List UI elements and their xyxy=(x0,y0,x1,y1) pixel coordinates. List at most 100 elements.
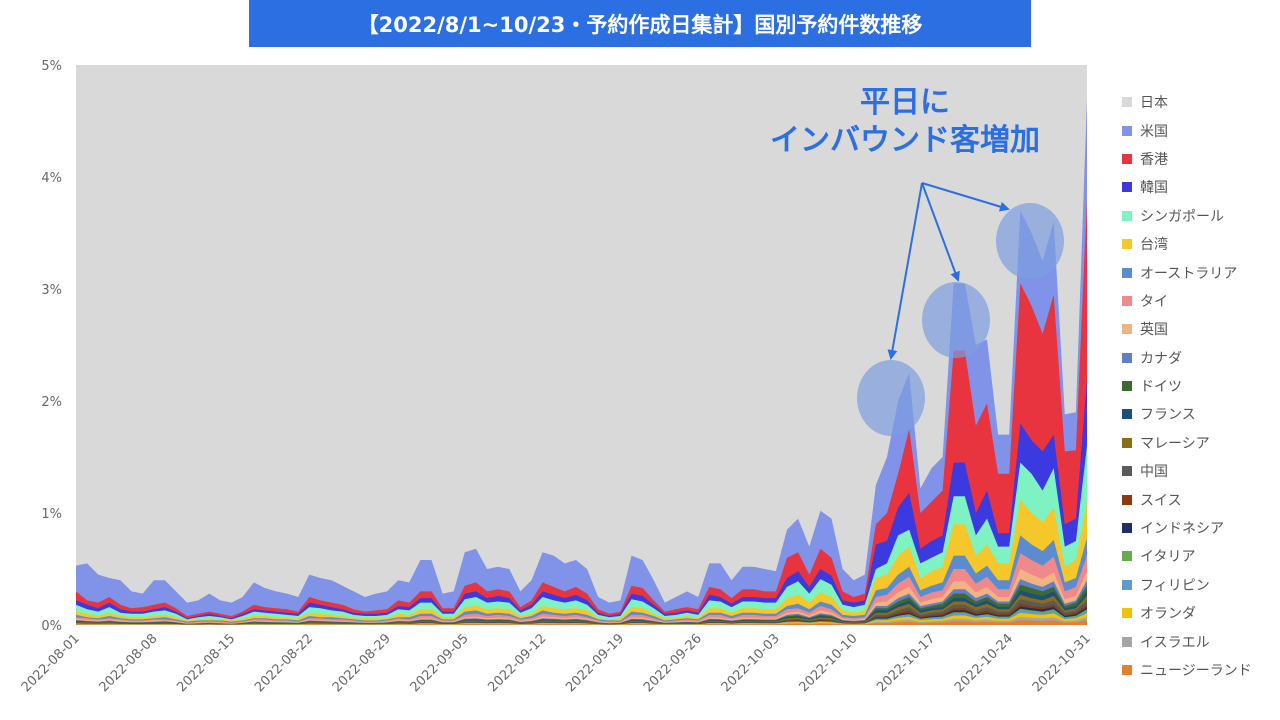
x-tick-label: 2022-09-12 xyxy=(485,631,549,695)
x-tick-label: 2022-09-26 xyxy=(641,631,705,695)
stacked-areas xyxy=(76,98,1087,626)
x-tick-label: 2022-10-17 xyxy=(874,631,938,695)
legend-label: オーストラリア xyxy=(1140,265,1238,282)
chart-title: 【2022/8/1~10/23・予約作成日集計】国別予約件数推移 xyxy=(249,0,1031,47)
legend-item: 香港 xyxy=(1122,145,1280,173)
legend-swatch xyxy=(1122,466,1132,477)
legend-item: シンガポール xyxy=(1122,202,1280,230)
y-tick-label: 5% xyxy=(41,59,62,74)
legend-swatch xyxy=(1122,665,1132,675)
x-tick-label: 2022-09-19 xyxy=(563,631,627,695)
legend-item: 韓国 xyxy=(1122,173,1280,201)
legend-swatch xyxy=(1122,182,1132,193)
legend-item: カナダ xyxy=(1122,344,1280,372)
legend: 日本米国香港韓国シンガポール 台湾オーストラリア タイ英国カナダドイツフランスマレー… xyxy=(1122,88,1280,684)
legend-label: 香港 xyxy=(1140,151,1168,168)
x-tick-label: 2022-08-08 xyxy=(97,631,161,695)
legend-label: 日本 xyxy=(1140,95,1168,112)
legend-item: インドネシア xyxy=(1122,514,1280,542)
y-axis: 0% 1% 2% 3% 4% 5% xyxy=(41,59,62,634)
callout-arrow xyxy=(921,182,1010,212)
legend-swatch xyxy=(1122,210,1132,221)
legend-swatch xyxy=(1122,97,1132,108)
y-tick-label: 1% xyxy=(41,507,62,522)
legend-item: タイ xyxy=(1122,287,1280,315)
x-tick-label: 2022-09-05 xyxy=(408,631,472,695)
legend-label: フランス xyxy=(1140,407,1196,424)
legend-item: フィリピン xyxy=(1122,571,1280,599)
legend-label: 台湾 xyxy=(1140,237,1168,254)
annotation-line-1: 平日に xyxy=(860,85,950,120)
legend-swatch xyxy=(1122,295,1132,306)
annotation-line-2: インバウンド客増加 xyxy=(770,123,1040,158)
callout-highlights xyxy=(857,182,1064,436)
callout-arrow xyxy=(921,182,960,282)
legend-item: 英国 xyxy=(1122,315,1280,343)
legend-swatch xyxy=(1122,494,1132,505)
legend-item: ニュージーランド xyxy=(1122,656,1280,684)
legend-label: スイス xyxy=(1140,492,1182,509)
legend-swatch xyxy=(1122,381,1132,392)
x-tick-label: 2022-08-01 xyxy=(19,631,83,695)
legend-swatch xyxy=(1122,551,1132,562)
legend-item: イタリア xyxy=(1122,542,1280,570)
legend-swatch xyxy=(1122,153,1132,164)
legend-swatch xyxy=(1122,324,1132,335)
legend-label: ドイツ xyxy=(1140,379,1182,396)
legend-swatch xyxy=(1122,352,1132,363)
y-tick-label: 2% xyxy=(41,395,62,410)
legend-label: イスラエル xyxy=(1140,634,1210,651)
annotation-text: 平日に インバウンド客増加 xyxy=(730,84,1080,160)
legend-label: タイ xyxy=(1140,293,1168,310)
legend-item: 中国 xyxy=(1122,457,1280,485)
legend-item: マレーシア xyxy=(1122,429,1280,457)
legend-item: 米国 xyxy=(1122,116,1280,144)
legend-item: オーストラリア xyxy=(1122,258,1280,286)
legend-swatch xyxy=(1122,579,1132,590)
area-series-19 xyxy=(76,620,1087,625)
legend-label: フィリピン xyxy=(1140,577,1210,594)
legend-swatch xyxy=(1122,267,1132,278)
legend-label: マレーシア xyxy=(1140,435,1210,452)
highlight-circle xyxy=(857,360,925,436)
legend-label: ニュージーランド xyxy=(1140,663,1252,679)
legend-swatch xyxy=(1122,608,1132,619)
x-tick-label: 2022-10-31 xyxy=(1030,631,1094,695)
x-axis: 2022-08-01 2022-08-08 2022-08-15 2022-08-22… xyxy=(19,631,1094,695)
legend-label: 韓国 xyxy=(1140,180,1168,197)
x-tick-label: 2022-10-24 xyxy=(952,631,1016,695)
legend-item: スイス xyxy=(1122,485,1280,513)
legend-swatch xyxy=(1122,409,1132,420)
legend-label: 中国 xyxy=(1140,464,1168,481)
legend-item: 日本 xyxy=(1122,88,1280,116)
legend-swatch xyxy=(1122,125,1132,136)
y-tick-label: 3% xyxy=(41,283,62,298)
legend-label: イタリア xyxy=(1140,549,1196,566)
x-tick-label: 2022-10-03 xyxy=(719,631,783,695)
highlight-circle xyxy=(922,282,990,358)
legend-label: オランダ xyxy=(1140,606,1196,623)
legend-swatch xyxy=(1122,437,1132,448)
legend-swatch xyxy=(1122,636,1132,647)
legend-label: 英国 xyxy=(1140,322,1168,339)
legend-label: 米国 xyxy=(1140,123,1168,140)
highlight-circle xyxy=(996,203,1064,279)
legend-item: イスラエル xyxy=(1122,627,1280,655)
legend-swatch xyxy=(1122,239,1132,250)
x-tick-label: 2022-08-15 xyxy=(174,631,238,695)
x-tick-label: 2022-08-22 xyxy=(252,631,316,695)
y-tick-label: 0% xyxy=(41,619,62,634)
x-tick-label: 2022-10-10 xyxy=(796,631,860,695)
legend-swatch xyxy=(1122,523,1132,534)
legend-item: ドイツ xyxy=(1122,372,1280,400)
legend-item: 台湾 xyxy=(1122,230,1280,258)
legend-item: オランダ xyxy=(1122,599,1280,627)
callout-arrow xyxy=(887,182,923,360)
legend-label: インドネシア xyxy=(1140,521,1224,538)
legend-label: シンガポール xyxy=(1140,208,1224,225)
legend-item: フランス xyxy=(1122,400,1280,428)
y-tick-label: 4% xyxy=(41,171,62,186)
legend-label: カナダ xyxy=(1140,350,1182,367)
x-tick-label: 2022-08-29 xyxy=(330,631,394,695)
